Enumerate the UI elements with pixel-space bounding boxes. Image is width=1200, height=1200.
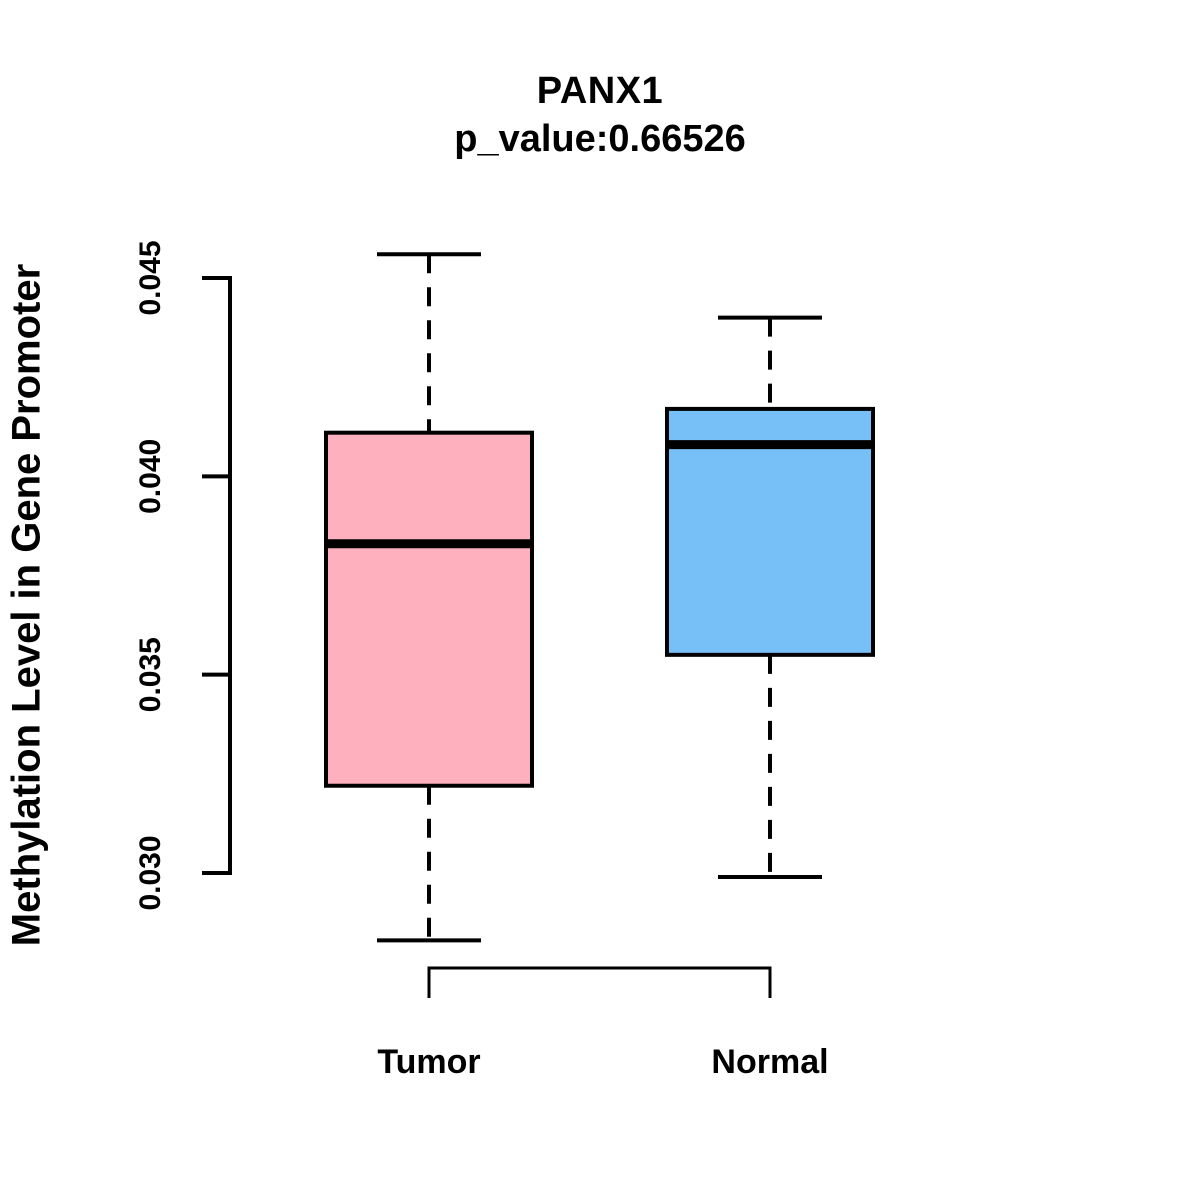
y-axis-tick-label: 0.040 xyxy=(134,439,167,514)
normal-box xyxy=(665,406,875,657)
x-axis-label-normal: Normal xyxy=(711,1043,828,1081)
x-axis-label-tumor: Tumor xyxy=(377,1043,480,1081)
y-axis-tick-label: 0.045 xyxy=(134,240,167,315)
chart-title: PANX1 xyxy=(536,70,664,112)
chart-subtitle: p_value:0.66526 xyxy=(454,118,746,160)
y-axis-tick-label: 0.035 xyxy=(134,637,167,712)
tumor-box xyxy=(324,430,534,788)
y-axis-tick-label: 0.030 xyxy=(134,835,167,910)
